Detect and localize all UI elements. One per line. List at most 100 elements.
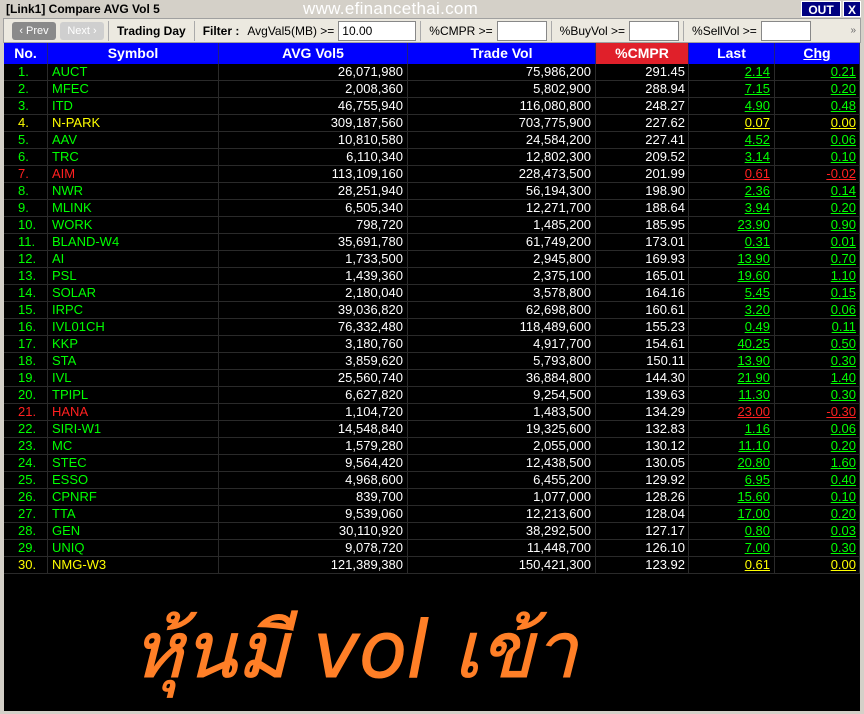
row-symbol[interactable]: WORK [48, 217, 219, 233]
row-symbol[interactable]: BLAND-W4 [48, 234, 219, 250]
row-symbol[interactable]: UNIQ [48, 540, 219, 556]
table-row[interactable]: 23. MC 1,579,280 2,055,000 130.12 11.10 0.20 [4, 438, 860, 455]
row-chg[interactable]: 1.10 [775, 268, 860, 284]
table-row[interactable]: 19. IVL 25,560,740 36,884,800 144.30 21.90 1.4… [4, 370, 860, 387]
col-chg[interactable]: Chg [775, 43, 860, 64]
row-chg[interactable]: 0.30 [775, 387, 860, 403]
row-last[interactable]: 13.90 [689, 353, 775, 369]
table-row[interactable]: 4. N-PARK 309,187,560 703,775,900 227.62 0.07… [4, 115, 860, 132]
row-symbol[interactable]: PSL [48, 268, 219, 284]
row-symbol[interactable]: SOLAR [48, 285, 219, 301]
row-last[interactable]: 0.49 [689, 319, 775, 335]
row-chg[interactable]: 0.20 [775, 81, 860, 97]
table-row[interactable]: 29. UNIQ 9,078,720 11,448,700 126.10 7.00 0.30 [4, 540, 860, 557]
row-last[interactable]: 4.90 [689, 98, 775, 114]
col-symbol[interactable]: Symbol [48, 43, 219, 64]
col-last[interactable]: Last [689, 43, 775, 64]
row-last[interactable]: 40.25 [689, 336, 775, 352]
row-chg[interactable]: 0.01 [775, 234, 860, 250]
row-symbol[interactable]: ITD [48, 98, 219, 114]
table-row[interactable]: 14. SOLAR 2,180,040 3,578,800 164.16 5.45 0.15 [4, 285, 860, 302]
row-last[interactable]: 13.90 [689, 251, 775, 267]
row-chg[interactable]: 1.40 [775, 370, 860, 386]
row-chg[interactable]: -0.30 [775, 404, 860, 420]
row-symbol[interactable]: TTA [48, 506, 219, 522]
row-symbol[interactable]: TPIPL [48, 387, 219, 403]
prev-button[interactable]: ‹ Prev [12, 21, 56, 40]
table-row[interactable]: 25. ESSO 4,968,600 6,455,200 129.92 6.95 0.40 [4, 472, 860, 489]
row-symbol[interactable]: AUCT [48, 64, 219, 80]
row-chg[interactable]: 0.20 [775, 506, 860, 522]
col-cmpr[interactable]: %CMPR [596, 43, 689, 64]
table-row[interactable]: 30. NMG-W3 121,389,380 150,421,300 123.92 0.6… [4, 557, 860, 574]
row-last[interactable]: 19.60 [689, 268, 775, 284]
row-symbol[interactable]: NMG-W3 [48, 557, 219, 573]
row-chg[interactable]: 0.10 [775, 489, 860, 505]
row-last[interactable]: 7.15 [689, 81, 775, 97]
row-chg[interactable]: 0.06 [775, 132, 860, 148]
table-row[interactable]: 11. BLAND-W4 35,691,780 61,749,200 173.01 0.3… [4, 234, 860, 251]
table-row[interactable]: 26. CPNRF 839,700 1,077,000 128.26 15.60 0.10 [4, 489, 860, 506]
col-trade-vol[interactable]: Trade Vol [408, 43, 596, 64]
row-chg[interactable]: 1.60 [775, 455, 860, 471]
buyvol-input[interactable] [629, 20, 680, 41]
row-chg[interactable]: 0.21 [775, 64, 860, 80]
table-row[interactable]: 28. GEN 30,110,920 38,292,500 127.17 0.80 0.03 [4, 523, 860, 540]
row-chg[interactable]: 0.06 [775, 421, 860, 437]
row-symbol[interactable]: MLINK [48, 200, 219, 216]
row-last[interactable]: 11.30 [689, 387, 775, 403]
table-row[interactable]: 18. STA 3,859,620 5,793,800 150.11 13.90 0.30 [4, 353, 860, 370]
row-symbol[interactable]: GEN [48, 523, 219, 539]
row-chg[interactable]: 0.48 [775, 98, 860, 114]
row-symbol[interactable]: NWR [48, 183, 219, 199]
row-symbol[interactable]: STA [48, 353, 219, 369]
row-last[interactable]: 1.16 [689, 421, 775, 437]
row-chg[interactable]: 0.30 [775, 353, 860, 369]
row-last[interactable]: 7.00 [689, 540, 775, 556]
row-symbol[interactable]: MC [48, 438, 219, 454]
row-last[interactable]: 0.61 [689, 557, 775, 573]
row-last[interactable]: 21.90 [689, 370, 775, 386]
row-symbol[interactable]: ESSO [48, 472, 219, 488]
table-row[interactable]: 10. WORK 798,720 1,485,200 185.95 23.90 0.90 [4, 217, 860, 234]
table-row[interactable]: 5. AAV 10,810,580 24,584,200 227.41 4.52 0.06 [4, 132, 860, 149]
row-chg[interactable]: 0.03 [775, 523, 860, 539]
col-avg-vol5[interactable]: AVG Vol5 [219, 43, 408, 64]
row-chg[interactable]: 0.50 [775, 336, 860, 352]
row-symbol[interactable]: CPNRF [48, 489, 219, 505]
row-chg[interactable]: 0.00 [775, 115, 860, 131]
table-row[interactable]: 1. AUCT 26,071,980 75,986,200 291.45 2.14 0.21 [4, 64, 860, 81]
avgval-input[interactable] [338, 20, 417, 41]
row-symbol[interactable]: STEC [48, 455, 219, 471]
col-no[interactable]: No. [4, 43, 48, 64]
row-last[interactable]: 4.52 [689, 132, 775, 148]
row-symbol[interactable]: N-PARK [48, 115, 219, 131]
row-last[interactable]: 20.80 [689, 455, 775, 471]
table-row[interactable]: 7. AIM 113,109,160 228,473,500 201.99 0.61 -0.… [4, 166, 860, 183]
row-chg[interactable]: 0.20 [775, 438, 860, 454]
row-chg[interactable]: 0.70 [775, 251, 860, 267]
overflow-chevron-icon[interactable]: » [850, 25, 856, 36]
table-row[interactable]: 2. MFEC 2,008,360 5,802,900 288.94 7.15 0.20 [4, 81, 860, 98]
row-chg[interactable]: 0.00 [775, 557, 860, 573]
row-last[interactable]: 15.60 [689, 489, 775, 505]
row-symbol[interactable]: MFEC [48, 81, 219, 97]
row-last[interactable]: 3.94 [689, 200, 775, 216]
row-last[interactable]: 0.61 [689, 166, 775, 182]
row-last[interactable]: 23.00 [689, 404, 775, 420]
row-symbol[interactable]: AAV [48, 132, 219, 148]
row-symbol[interactable]: IRPC [48, 302, 219, 318]
row-chg[interactable]: 0.20 [775, 200, 860, 216]
table-row[interactable]: 6. TRC 6,110,340 12,802,300 209.52 3.14 0.10 [4, 149, 860, 166]
table-row[interactable]: 27. TTA 9,539,060 12,213,600 128.04 17.00 0.20 [4, 506, 860, 523]
out-button[interactable]: OUT [801, 1, 841, 17]
row-last[interactable]: 0.80 [689, 523, 775, 539]
row-last[interactable]: 0.07 [689, 115, 775, 131]
row-symbol[interactable]: AI [48, 251, 219, 267]
table-row[interactable]: 20. TPIPL 6,627,820 9,254,500 139.63 11.30 0.3… [4, 387, 860, 404]
table-row[interactable]: 22. SIRI-W1 14,548,840 19,325,600 132.83 1.16… [4, 421, 860, 438]
row-last[interactable]: 2.36 [689, 183, 775, 199]
table-row[interactable]: 15. IRPC 39,036,820 62,698,800 160.61 3.20 0.0… [4, 302, 860, 319]
row-chg[interactable]: 0.40 [775, 472, 860, 488]
row-chg[interactable]: 0.14 [775, 183, 860, 199]
